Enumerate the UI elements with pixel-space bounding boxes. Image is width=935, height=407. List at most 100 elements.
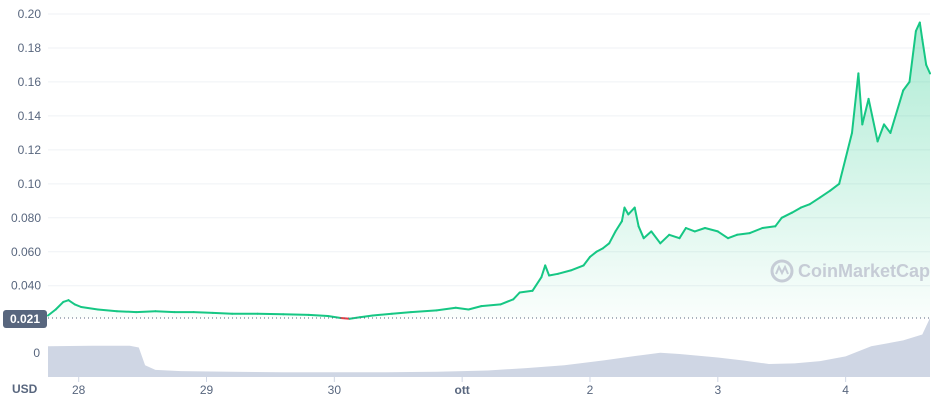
- price-point: [621, 220, 623, 222]
- price-line-segment: [678, 227, 687, 240]
- price-line-segment: [780, 211, 793, 219]
- watermark: CoinMarketCap: [770, 259, 930, 283]
- price-point: [74, 303, 76, 306]
- x-tick-label: 28: [72, 383, 86, 397]
- price-point: [623, 206, 626, 209]
- price-line-segment: [358, 314, 374, 319]
- price-line-segment: [623, 206, 630, 216]
- price-line-segment: [154, 310, 176, 314]
- price-line-segment: [844, 131, 853, 160]
- price-line-segment: [390, 311, 412, 315]
- y-tick-label: 0.20: [18, 7, 42, 21]
- y-tick-label: 0.040: [11, 279, 41, 293]
- price-line-segment: [799, 203, 811, 209]
- price-point: [589, 256, 591, 258]
- x-tick-label: 29: [200, 383, 214, 397]
- price-point: [614, 230, 617, 233]
- price-point: [717, 230, 719, 233]
- price-line-segment: [499, 298, 515, 306]
- price-point: [212, 312, 214, 314]
- price-point: [838, 183, 840, 185]
- price-line-segment: [883, 123, 892, 134]
- price-line-segment: [921, 38, 928, 66]
- price-line-segment: [557, 269, 572, 275]
- y-tick-label: 0.10: [18, 177, 42, 191]
- price-line-segment: [790, 206, 802, 214]
- price-line-segment: [67, 299, 76, 306]
- price-point: [919, 21, 921, 24]
- gridlines: [48, 13, 930, 287]
- price-point: [595, 251, 598, 253]
- price-point: [921, 38, 924, 41]
- price-line-segment: [727, 233, 738, 240]
- price-point: [327, 315, 329, 317]
- price-point: [809, 203, 811, 205]
- price-point: [829, 189, 832, 192]
- price-line-segment: [867, 97, 879, 143]
- price-point: [391, 313, 393, 315]
- price-line-segment: [925, 63, 931, 75]
- x-tick-label: 4: [842, 383, 849, 397]
- price-line-segment: [761, 225, 777, 229]
- price-point: [480, 305, 483, 307]
- price-point: [851, 132, 853, 134]
- price-point: [736, 234, 738, 236]
- price-point: [883, 123, 885, 126]
- price-line-segment: [256, 312, 285, 316]
- price-point: [582, 264, 585, 267]
- x-tick-label: 2: [587, 383, 594, 397]
- y-tick-label: 0.18: [18, 41, 42, 55]
- price-point: [704, 227, 706, 229]
- price-point: [557, 273, 559, 275]
- price-line-segment: [851, 72, 860, 134]
- price-line-segment: [716, 230, 729, 240]
- price-line-segment: [47, 308, 57, 317]
- price-point: [256, 313, 259, 315]
- y-axis: 0.20 0.18 0.16 0.14 0.12 0.10 0.080 0.060 0.040: [11, 7, 41, 293]
- price-point: [642, 237, 645, 239]
- price-line-segment: [650, 230, 662, 245]
- price-point: [455, 307, 457, 309]
- price-line-segment: [135, 310, 157, 314]
- price-line-segment: [668, 233, 681, 240]
- price-line-segment: [518, 289, 534, 294]
- price-point: [678, 237, 681, 239]
- price-point: [54, 308, 57, 311]
- price-line-segment: [902, 80, 911, 92]
- price-line-segment: [876, 123, 885, 143]
- price-point: [819, 196, 821, 199]
- price-line-segment: [480, 303, 502, 308]
- price-point: [876, 140, 879, 143]
- reference-price-label: 0.021: [10, 312, 40, 326]
- coinmarketcap-logo-icon: [770, 259, 794, 283]
- price-point: [908, 81, 911, 83]
- price-line-segment: [96, 308, 118, 313]
- currency-label: USD: [12, 382, 38, 396]
- price-point: [800, 206, 802, 209]
- reference-price-badge: 0.021: [3, 310, 47, 328]
- price-line-segment: [435, 306, 457, 312]
- price-point: [925, 64, 927, 66]
- price-line-segment: [819, 189, 832, 199]
- price-point: [512, 298, 515, 301]
- price-line-segment: [73, 303, 83, 308]
- price-area: [48, 22, 930, 319]
- price-point: [685, 227, 687, 229]
- price-line-segment: [467, 305, 483, 311]
- price-line-segment: [637, 225, 645, 240]
- price-point: [867, 98, 870, 100]
- price-point: [637, 225, 640, 228]
- price-point: [668, 234, 670, 236]
- price-point: [902, 89, 904, 92]
- price-point: [67, 299, 70, 302]
- price-line-segment: [512, 291, 521, 301]
- price-line-segment: [548, 272, 559, 277]
- price-line-segment: [620, 206, 626, 223]
- y-tick-label: 0.080: [11, 211, 41, 225]
- volume-axis-zero-label: 0: [33, 346, 40, 360]
- price-line-segment: [339, 317, 351, 320]
- price-point: [889, 132, 892, 134]
- price-line-segment: [704, 227, 719, 233]
- price-point: [727, 237, 729, 239]
